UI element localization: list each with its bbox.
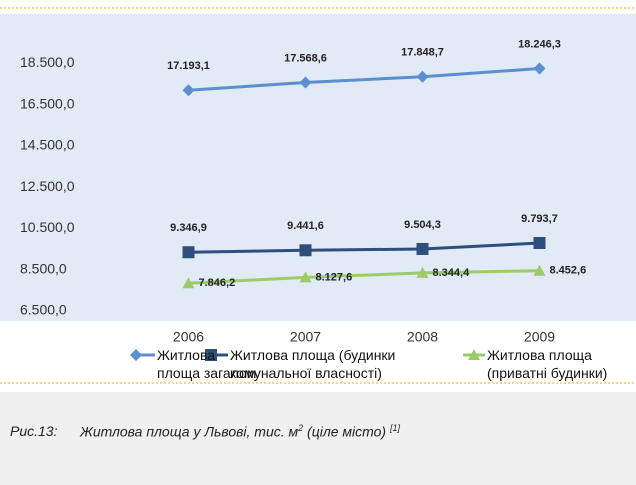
caption-main: Житлова площа у Львові, тис. м [80,423,299,440]
point [182,277,195,289]
legend-label: Житлова площа (приватні будинки) [487,347,608,381]
data-label: 9.441,6 [287,220,324,232]
data-label: 7.846,2 [199,277,236,289]
point [299,76,312,89]
y-tick-label: 18.500,0 [20,54,75,70]
point [416,242,429,255]
caption-box [0,392,636,485]
point [533,264,546,276]
y-tick-label: 16.500,0 [20,95,75,111]
series-line [188,241,540,254]
data-label: 9.346,9 [170,222,207,234]
data-label: 8.127,6 [316,271,353,283]
x-tick-label: 2009 [524,329,555,345]
y-tick-label: 14.500,0 [20,137,75,153]
point [416,70,429,83]
point [299,271,312,283]
caption-label: Рис.13: [10,423,58,439]
y-tick-label: 12.500,0 [20,178,75,194]
y-tick-label: 6.500,0 [20,302,67,318]
caption-ref: [1] [389,423,400,433]
data-label: 17.848,7 [401,47,444,59]
legend-marker [130,349,142,361]
point [182,84,195,97]
data-label: 9.504,3 [404,219,441,231]
data-label: 17.568,6 [284,52,327,64]
series-line [188,269,540,285]
x-tick-label: 2006 [173,329,204,345]
legend-marker [468,349,480,360]
data-label: 8.452,6 [550,265,587,277]
point [533,62,546,75]
series-line [188,67,540,92]
caption-sup: 2 [298,423,304,433]
legend-label: Житлова площа (будинки комунальної власн… [230,347,396,381]
y-tick-label: 10.500,0 [20,219,75,235]
point [182,246,195,259]
caption-text: Житлова площа у Львові, тис. м2 (ціле мі… [80,423,400,440]
data-label: 8.344,4 [433,267,471,279]
x-tick-label: 2007 [290,329,321,345]
x-tick-label: 2008 [407,329,438,345]
caption-rest: (ціле місто) [303,423,387,440]
data-label: 18.246,3 [518,38,561,50]
point [416,266,429,278]
legend-label: Житлова площа загалом [157,347,257,381]
point [533,237,546,250]
point [299,244,312,257]
data-label: 9.793,7 [521,213,558,225]
data-label: 17.193,1 [167,60,210,72]
legend-marker [205,349,217,361]
y-tick-label: 8.500,0 [20,260,67,276]
